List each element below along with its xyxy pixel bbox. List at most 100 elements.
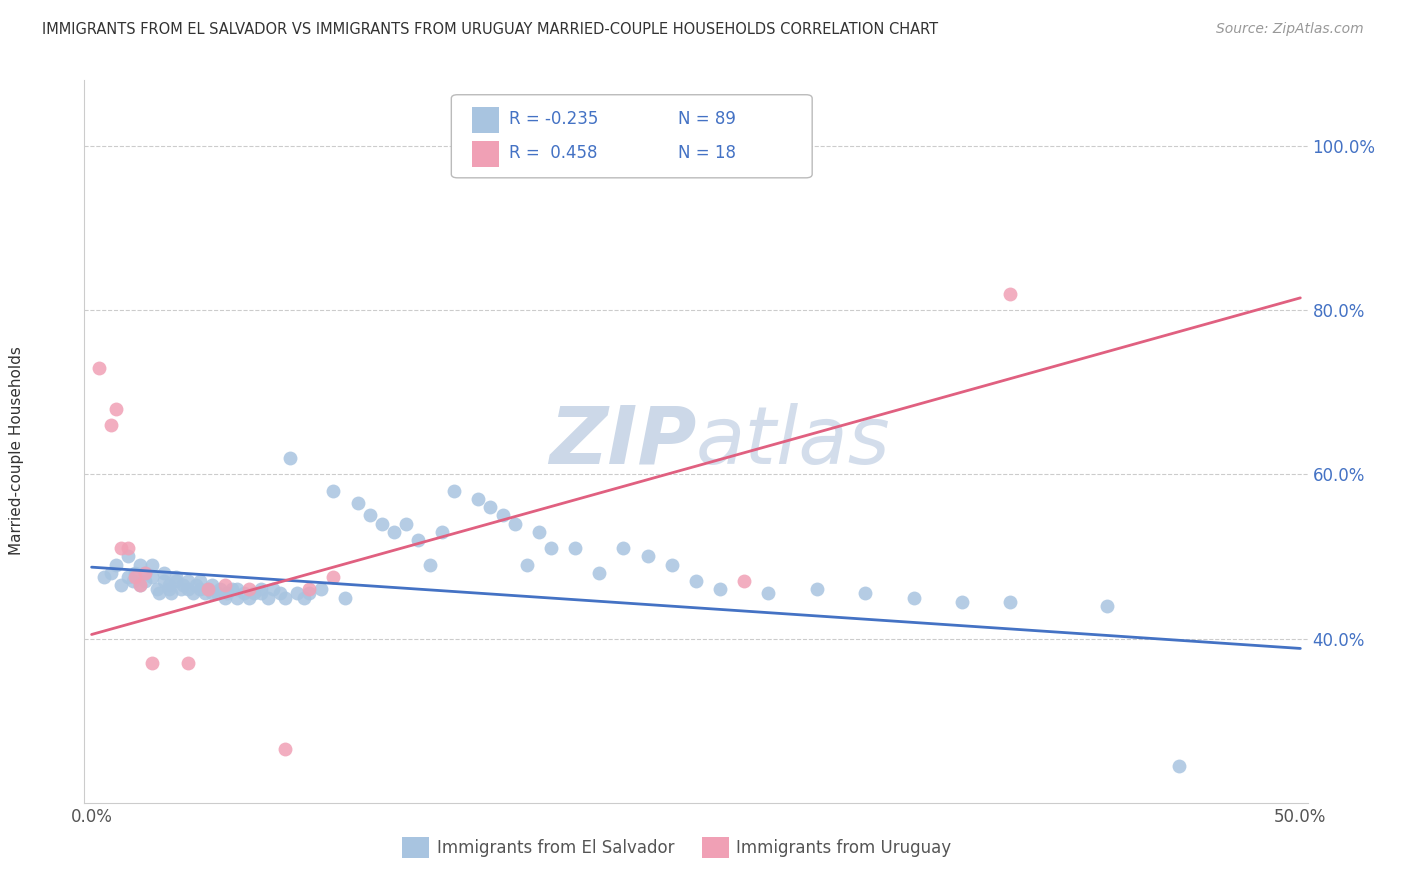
Point (124, 570, 146, 584)
Point (250, 586, 273, 600)
Text: Immigrants from Uruguay: Immigrants from Uruguay (737, 838, 952, 856)
Point (292, 591, 315, 605)
Bar (472, 107, 499, 133)
Point (117, 570, 139, 584)
Point (382, 524, 405, 539)
Point (214, 591, 236, 605)
Point (148, 586, 170, 600)
Text: atlas: atlas (696, 402, 891, 481)
Point (104, 558, 127, 572)
Point (100, 566, 122, 580)
Point (146, 582, 169, 597)
Point (564, 541, 586, 556)
Point (309, 582, 332, 597)
Point (419, 558, 441, 572)
Point (110, 541, 132, 556)
Point (806, 582, 828, 597)
Point (87, 360, 110, 375)
Point (250, 582, 273, 597)
Point (117, 549, 139, 564)
Point (322, 570, 344, 584)
Point (134, 566, 156, 580)
Point (197, 582, 219, 597)
Point (124, 566, 146, 580)
Text: N = 89: N = 89 (678, 110, 735, 128)
Point (141, 657, 163, 671)
Point (406, 533, 429, 547)
Point (950, 594, 973, 608)
Bar (472, 141, 499, 167)
Point (201, 578, 224, 592)
Point (733, 574, 755, 588)
Point (225, 591, 247, 605)
Point (190, 574, 212, 588)
Point (430, 524, 453, 539)
Point (110, 578, 132, 592)
Point (503, 516, 526, 531)
Point (215, 586, 238, 600)
Point (242, 586, 264, 600)
Point (467, 491, 489, 506)
Point (346, 496, 368, 510)
Point (232, 586, 254, 600)
Point (221, 582, 243, 597)
Point (612, 541, 634, 556)
Point (157, 578, 180, 592)
Bar (702, 837, 728, 858)
Point (153, 566, 176, 580)
Point (165, 574, 187, 588)
Point (129, 578, 152, 592)
Point (117, 541, 139, 556)
Point (93, 570, 115, 584)
Point (160, 586, 183, 600)
Point (637, 549, 659, 564)
Point (153, 574, 176, 588)
Point (1168, 759, 1191, 773)
Point (661, 558, 683, 572)
Point (443, 483, 465, 498)
Text: IMMIGRANTS FROM EL SALVADOR VS IMMIGRANTS FROM URUGUAY MARRIED-COUPLE HOUSEHOLDS: IMMIGRANTS FROM EL SALVADOR VS IMMIGRANT… (42, 22, 938, 37)
FancyBboxPatch shape (451, 95, 813, 178)
Point (214, 578, 236, 592)
Point (225, 582, 247, 597)
Point (262, 582, 284, 597)
Point (479, 500, 502, 515)
Point (1095, 599, 1118, 613)
Text: Immigrants from El Salvador: Immigrants from El Salvador (437, 838, 673, 856)
Point (190, 582, 212, 597)
Text: R = -0.235: R = -0.235 (509, 110, 598, 128)
Point (1000, 594, 1022, 608)
Point (177, 574, 200, 588)
Point (269, 586, 291, 600)
Point (540, 541, 562, 556)
Point (709, 582, 731, 597)
Point (903, 591, 925, 605)
Point (335, 591, 357, 605)
Point (134, 566, 156, 580)
Point (141, 570, 163, 584)
Bar (402, 837, 429, 858)
Point (588, 566, 610, 580)
Point (685, 574, 707, 588)
Text: Married-couple Households: Married-couple Households (10, 346, 24, 555)
Point (197, 582, 219, 597)
Point (170, 582, 193, 597)
Point (100, 418, 122, 433)
Point (1000, 286, 1022, 301)
Point (274, 591, 297, 605)
Point (201, 586, 224, 600)
Point (104, 401, 127, 416)
Point (238, 591, 260, 605)
Point (129, 578, 152, 592)
Point (359, 508, 381, 523)
Point (853, 586, 876, 600)
Point (758, 586, 780, 600)
Point (322, 483, 344, 498)
Point (208, 582, 231, 597)
Point (527, 524, 550, 539)
Point (134, 574, 156, 588)
Point (165, 570, 187, 584)
Point (141, 558, 163, 572)
Point (298, 586, 321, 600)
Point (370, 516, 392, 531)
